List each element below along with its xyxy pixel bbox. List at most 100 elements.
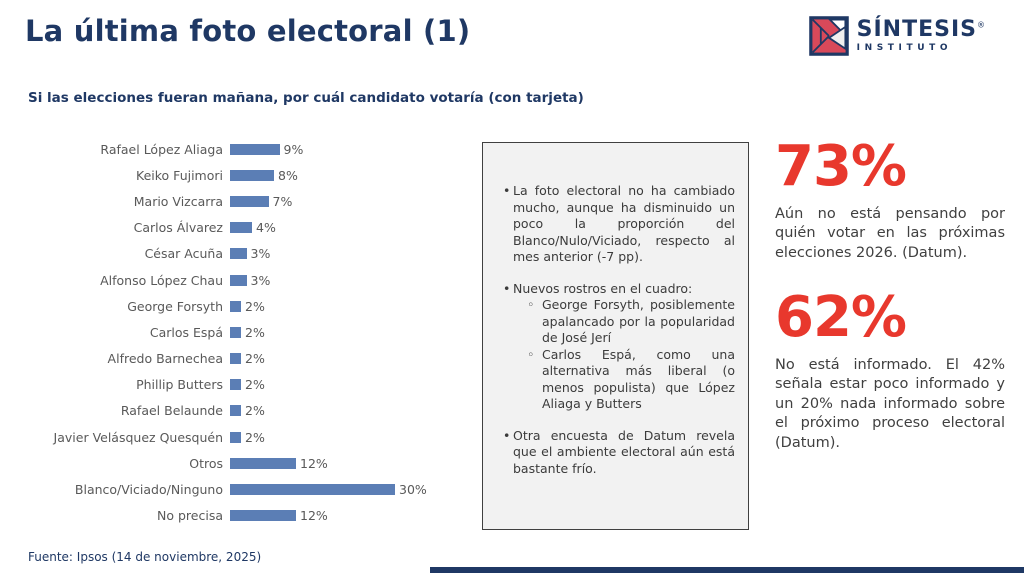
footer-accent-bar (430, 567, 1024, 573)
bar (230, 248, 247, 260)
logo-subtitle: INSTITUTO (856, 43, 953, 53)
category-label: No precisa (157, 508, 223, 524)
stat-description: No está informado. El 42% señala estar p… (775, 356, 1005, 451)
bar (230, 274, 247, 286)
notes-box: La foto electoral no ha cambiado mucho, … (482, 142, 749, 530)
bar-track: 9% (230, 142, 468, 157)
value-label: 8% (278, 167, 298, 183)
chart-row: Mario Vizcarra 7% (18, 188, 468, 214)
category-label: Javier Velásquez Quesquén (53, 429, 223, 445)
chart-row: Otros 12% (18, 450, 468, 476)
bar-track: 12% (230, 508, 468, 523)
source-caption: Fuente: Ipsos (14 de noviembre, 2025) (28, 550, 262, 564)
chart-row: George Forsyth 2% (18, 293, 468, 319)
bar (230, 457, 296, 469)
stat-block-62: 62% No está informado. El 42% señala est… (775, 285, 1005, 453)
registered-mark: ® (977, 20, 986, 30)
bar (230, 169, 274, 181)
chart-row: Rafael López Aliaga 9% (18, 136, 468, 162)
bar-track: 8% (230, 168, 468, 183)
bar-track: 2% (230, 299, 468, 314)
value-label: 3% (250, 272, 271, 288)
note-bullet: Otra encuesta de Datum revela que el amb… (503, 428, 735, 478)
bar (230, 222, 252, 234)
category-label: Phillip Butters (136, 377, 223, 393)
category-label: Alfonso López Chau (100, 272, 223, 288)
bar-track: 3% (230, 273, 468, 288)
bar-track: 4% (230, 220, 468, 235)
chart-row: Javier Velásquez Quesquén 2% (18, 424, 468, 450)
bar-track: 12% (230, 456, 468, 471)
value-label: 2% (245, 429, 265, 445)
sintesis-logo-icon (808, 16, 849, 56)
category-label: Alfredo Barnechea (107, 351, 223, 367)
logo-brand: SÍNTESIS® (856, 17, 986, 42)
value-label: 2% (245, 324, 265, 340)
value-label: 4% (256, 220, 276, 236)
category-label: Otros (189, 455, 223, 471)
stat-value: 73% (775, 134, 907, 199)
chart-row: Carlos Álvarez 4% (18, 215, 468, 241)
bar-track: 2% (230, 403, 468, 418)
chart-question-subtitle: Si las elecciones fueran mañana, por cuá… (28, 90, 584, 106)
sintesis-logo: SÍNTESIS® INSTITUTO (808, 16, 986, 56)
chart-row: César Acuña 3% (18, 241, 468, 267)
category-label: George Forsyth (127, 298, 223, 314)
category-label: Blanco/Viciado/Ninguno (74, 482, 223, 498)
value-label: 12% (300, 508, 328, 524)
bar (230, 300, 241, 312)
chart-row: Alfonso López Chau 3% (18, 267, 468, 293)
value-label: 7% (272, 193, 293, 209)
note-sub-bullet: George Forsyth, posiblemente apalancado … (527, 297, 735, 347)
chart-row: Alfredo Barnechea 2% (18, 346, 468, 372)
bar (230, 353, 241, 365)
stat-description: Aún no está pensando por quién votar en … (775, 205, 1005, 261)
logo-text: SÍNTESIS® INSTITUTO (857, 19, 986, 53)
category-label: Carlos Álvarez (133, 220, 223, 236)
chart-row: Carlos Espá 2% (18, 319, 468, 345)
bar-track: 3% (230, 246, 468, 261)
note-bullet: La foto electoral no ha cambiado mucho, … (503, 183, 735, 266)
value-label: 2% (245, 403, 265, 419)
category-label: Rafael López Aliaga (100, 141, 223, 157)
value-label: 12% (300, 455, 328, 471)
value-label: 9% (283, 141, 304, 157)
chart-row: Keiko Fujimori 8% (18, 162, 468, 188)
category-label: César Acuña (144, 246, 223, 262)
bar-track: 7% (230, 194, 468, 209)
note-bullet-text: Nuevos rostros en el cuadro: (513, 280, 693, 296)
value-label: 2% (245, 351, 265, 367)
bar (230, 195, 269, 207)
value-label: 3% (250, 246, 271, 262)
stat-value: 62% (775, 285, 907, 351)
note-bullet: Nuevos rostros en el cuadro: George Fors… (503, 281, 735, 413)
category-label: Keiko Fujimori (136, 167, 223, 183)
stats-column: 73% Aún no está pensando por quién votar… (775, 134, 1005, 479)
chart-row: No precisa 12% (18, 503, 468, 529)
bar (230, 431, 241, 443)
bar-chart: Rafael López Aliaga 9% Keiko Fujimori 8% Mar… (18, 136, 468, 529)
bar-track: 2% (230, 325, 468, 340)
chart-row: Blanco/Viciado/Ninguno 30% (18, 476, 468, 502)
chart-row: Rafael Belaunde 2% (18, 398, 468, 424)
category-label: Mario Vizcarra (133, 193, 223, 209)
bar (230, 143, 280, 155)
bar (230, 405, 241, 417)
bar-track: 2% (230, 430, 468, 445)
category-label: Carlos Espá (149, 324, 223, 340)
bar (230, 326, 241, 338)
bar (230, 510, 296, 522)
note-sub-bullet: Carlos Espá, como una alternativa más li… (527, 347, 735, 413)
bar-track: 2% (230, 377, 468, 392)
value-label: 2% (245, 298, 265, 314)
chart-row: Phillip Butters 2% (18, 372, 468, 398)
category-label: Rafael Belaunde (120, 403, 223, 419)
bar (230, 484, 395, 496)
value-label: 30% (399, 482, 427, 498)
page-title: La última foto electoral (1) (25, 14, 471, 48)
bar (230, 379, 241, 391)
value-label: 2% (245, 377, 265, 393)
stat-block-73: 73% Aún no está pensando por quién votar… (775, 134, 1005, 263)
bar-track: 30% (230, 482, 468, 497)
